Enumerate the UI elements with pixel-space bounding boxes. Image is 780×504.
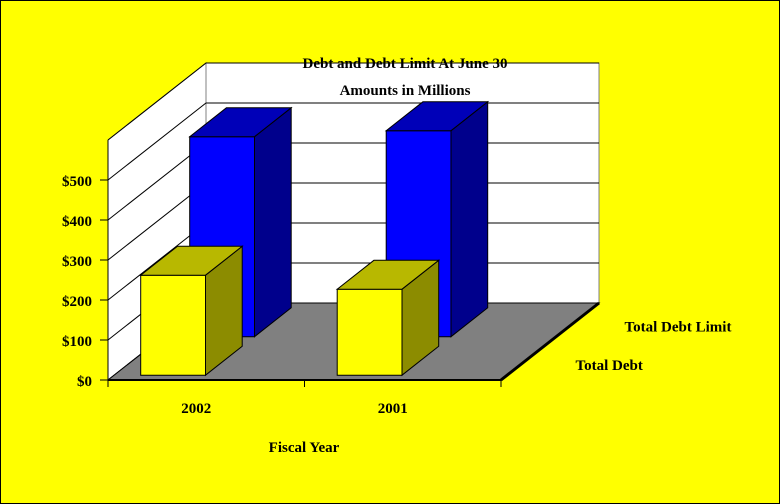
bars	[139, 100, 490, 377]
y-tick-label: $400	[62, 214, 92, 230]
x-axis-title: Fiscal Year	[269, 440, 340, 456]
y-tick-label: $500	[62, 174, 92, 190]
x-tick-label: 2001	[378, 401, 408, 417]
gridline	[107, 62, 599, 141]
y-tick-label: $0	[77, 374, 92, 390]
bar	[139, 245, 244, 377]
bar	[335, 259, 441, 377]
series-label: Total Debt Limit	[625, 319, 732, 335]
depth-tick-mark	[525, 354, 534, 362]
depth-tick-mark	[574, 315, 583, 323]
chart-title: Debt and Debt Limit At June 30	[302, 56, 507, 72]
bar-top-face	[139, 245, 244, 276]
axis-labels: $0 $100 $200 $300 $400 $500 2002 2001 Total Debt…	[62, 174, 731, 417]
bar-front-face	[336, 288, 403, 376]
chart-subtitle: Amounts in Millions	[340, 83, 471, 99]
series-label: Total Debt	[576, 358, 643, 374]
depth-axis	[500, 301, 600, 382]
bar-top-face	[335, 259, 441, 290]
bar-top-face	[188, 107, 293, 138]
bar-side-face	[450, 100, 489, 338]
x-tick-label: 2002	[181, 401, 211, 417]
bar-side-face	[254, 106, 292, 338]
y-tick-label: $100	[62, 334, 92, 350]
bar-front-face	[140, 274, 206, 376]
y-tick-label: $200	[62, 294, 92, 310]
y-tick-label: $300	[62, 254, 92, 270]
bar-top-face	[384, 101, 490, 132]
